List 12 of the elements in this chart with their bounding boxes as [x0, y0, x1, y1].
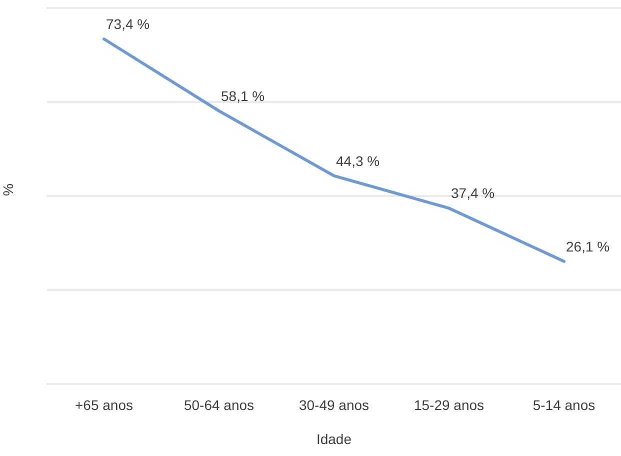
x-tick-label: 5-14 anos — [532, 396, 596, 413]
x-axis-title: Idade — [316, 431, 352, 447]
data-label: 73,4 % — [106, 16, 150, 32]
x-tick-label: +65 anos — [75, 396, 133, 413]
data-label: 26,1 % — [566, 238, 610, 254]
data-label: 37,4 % — [451, 185, 495, 202]
x-tick-label: 15-29 anos — [414, 396, 484, 413]
data-label: 44,3 % — [336, 152, 380, 169]
y-axis-title: % — [0, 184, 16, 196]
data-label: 58,1 % — [221, 88, 265, 104]
x-tick-label: 50-64 anos — [184, 396, 254, 413]
x-tick-label: 30-49 anos — [298, 396, 370, 413]
